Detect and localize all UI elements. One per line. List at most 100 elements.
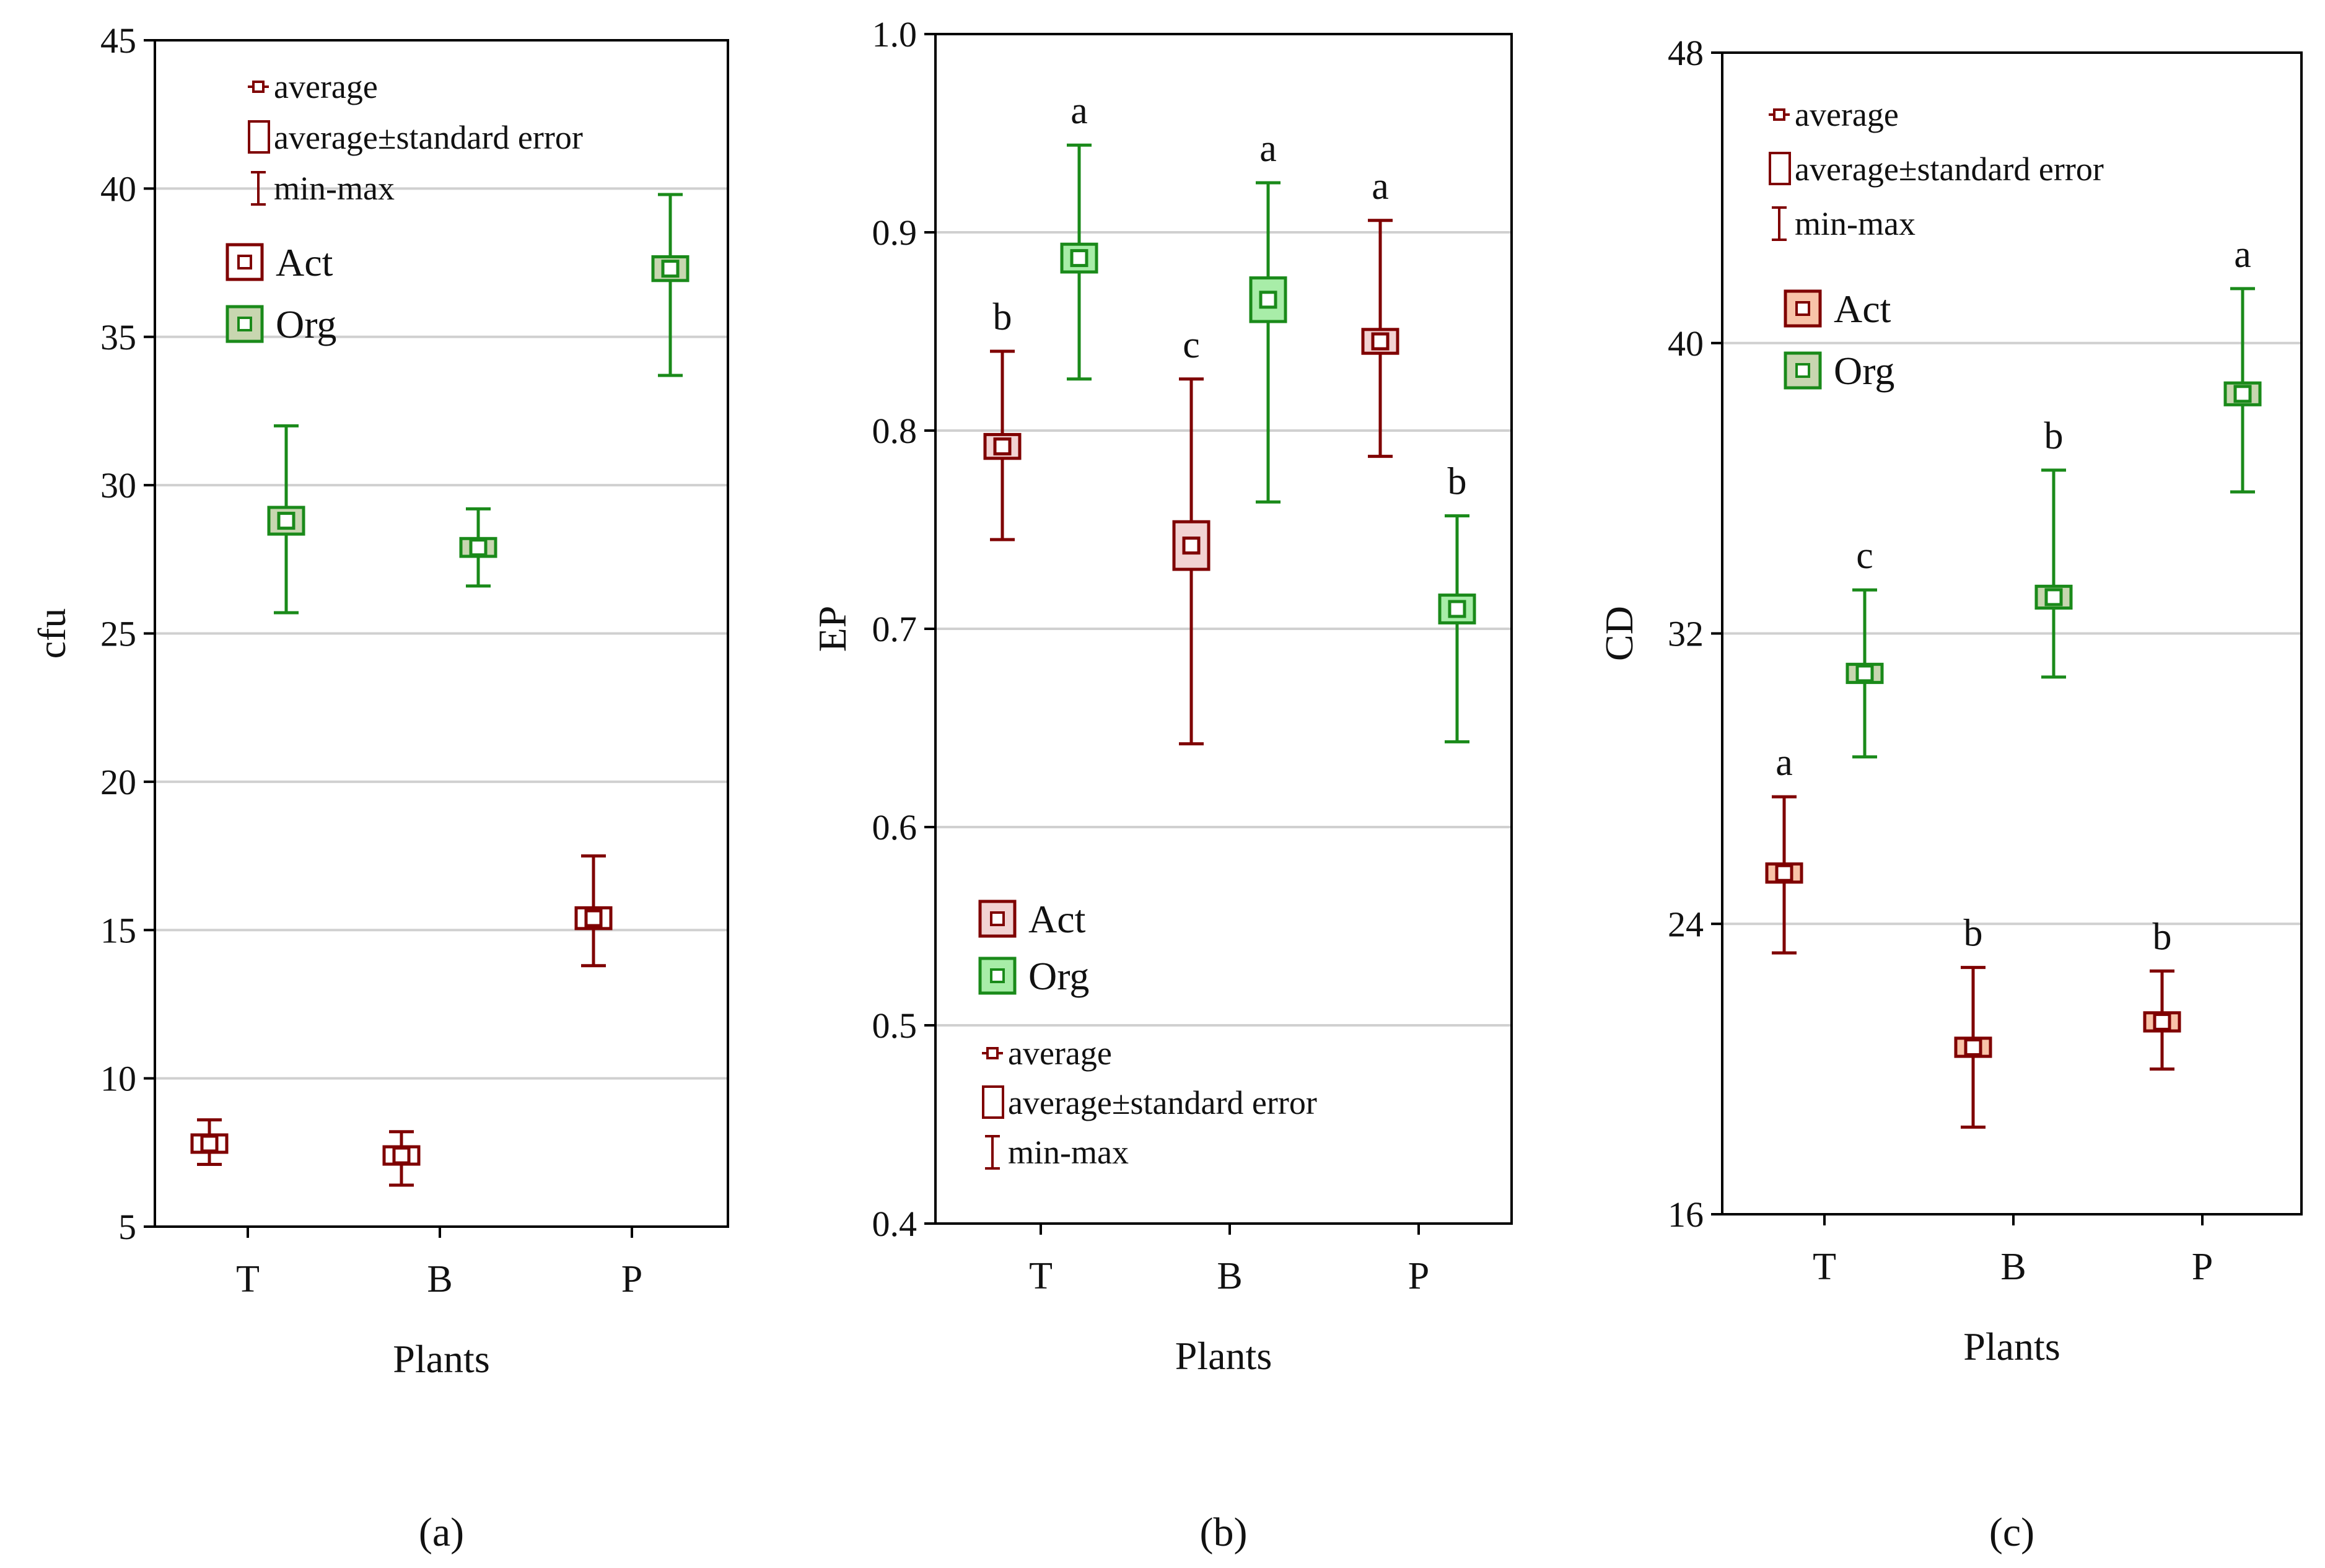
stats-legend: average average±standard error min-max <box>982 1035 1317 1171</box>
y-tick-label: 48 <box>1668 33 1704 73</box>
legend-average-label: average <box>274 68 378 105</box>
mean-marker <box>1448 600 1466 618</box>
significance-letter: b <box>993 296 1012 338</box>
legend-se-label: average±standard error <box>1008 1084 1317 1121</box>
legend-org-swatch <box>225 305 264 343</box>
significance-letter: a <box>2234 234 2251 276</box>
se-box <box>1249 276 1287 323</box>
panel-label: (a) <box>419 1510 464 1555</box>
legend-act-swatch-center <box>1795 301 1810 316</box>
mean-marker <box>584 909 603 927</box>
x-tick-label: T <box>236 1258 260 1300</box>
legend-minmax-label: min-max <box>1795 205 1916 242</box>
act-point-P: b <box>2143 916 2181 1071</box>
legend-act-swatch <box>1784 289 1822 328</box>
org-point-B: a <box>1249 128 1287 504</box>
legend-act-label: Act <box>1028 897 1086 941</box>
y-axis-label: cfu <box>30 608 74 659</box>
legend-act-label: Act <box>276 240 333 284</box>
legend-org-label: Org <box>1028 954 1089 998</box>
legend-se-label: average±standard error <box>274 119 583 156</box>
mean-marker <box>392 1146 411 1165</box>
significance-letter: a <box>1372 165 1389 208</box>
mean-marker <box>200 1134 219 1153</box>
act-point-B: c <box>1172 324 1211 746</box>
x-tick-label: P <box>621 1258 642 1300</box>
significance-letter: c <box>1183 324 1200 366</box>
x-axis-label: Plants <box>1963 1325 2060 1369</box>
org-point-B <box>459 507 497 588</box>
significance-letter: b <box>2153 916 2172 958</box>
org-point-B: b <box>2034 415 2073 679</box>
y-tick-label: 0.5 <box>872 1005 917 1046</box>
stats-legend: average average±standard error min-max <box>248 68 583 207</box>
x-tick-label: P <box>1408 1255 1429 1297</box>
mean-marker <box>2153 1012 2171 1031</box>
x-tick-label: P <box>2192 1246 2213 1288</box>
y-tick-label: 1.0 <box>872 14 917 55</box>
x-tick-label: B <box>2000 1246 2026 1288</box>
significance-letter: b <box>2044 415 2064 457</box>
significance-letter: a <box>1259 128 1277 170</box>
org-point-T: c <box>1846 535 1884 759</box>
mean-marker <box>1070 249 1088 268</box>
significance-letter: c <box>1856 535 1873 577</box>
y-tick-label: 16 <box>1668 1194 1704 1235</box>
mean-marker <box>1182 537 1201 555</box>
org-point-P <box>651 193 690 377</box>
legend-org-label: Org <box>276 302 336 346</box>
y-tick-label: 32 <box>1668 614 1704 654</box>
legend-average-icon-box <box>1773 108 1785 121</box>
mean-marker <box>277 512 296 530</box>
legend-org-swatch-center <box>237 317 252 331</box>
y-tick-label: 20 <box>100 762 136 802</box>
panel-label: (b) <box>1200 1510 1248 1555</box>
series-legend: Act Org <box>978 897 1089 998</box>
y-tick-label: 35 <box>100 317 136 357</box>
x-tick-label: T <box>1029 1255 1053 1297</box>
act-point-B: b <box>1954 913 1992 1129</box>
mean-marker <box>993 437 1012 456</box>
series-legend: Act Org <box>225 240 336 346</box>
legend-se-label: average±standard error <box>1795 151 2104 188</box>
significance-letter: a <box>1071 90 1088 132</box>
y-tick-label: 45 <box>100 20 136 61</box>
legend-se-icon <box>982 1085 1004 1119</box>
y-tick-label: 5 <box>118 1207 136 1247</box>
mean-marker <box>1259 291 1277 309</box>
org-point-P: b <box>1438 461 1476 743</box>
significance-letter: b <box>1448 461 1467 503</box>
act-point-P: a <box>1361 165 1399 458</box>
act-point-P <box>574 854 613 968</box>
y-tick-label: 15 <box>100 910 136 950</box>
panel-label: (c) <box>1989 1510 2034 1555</box>
x-tick-label: T <box>1813 1246 1836 1288</box>
y-tick-label: 10 <box>100 1059 136 1099</box>
mean-marker <box>2044 588 2063 607</box>
legend-act-swatch-center <box>237 255 252 269</box>
mean-marker <box>2233 385 2252 403</box>
panel-b-ep: 0.4 0.5 0.6 0.7 0.8 0.9 1.0 T B P Plants EP (b) b c a a a… <box>810 14 1513 1555</box>
significance-letter: a <box>1775 742 1793 784</box>
y-tick-label: 0.9 <box>872 212 917 253</box>
legend-minmax-label: min-max <box>274 170 395 207</box>
legend-se-icon <box>1769 152 1791 185</box>
y-tick-label: 25 <box>100 614 136 654</box>
legend-org-swatch-center <box>990 968 1005 983</box>
stats-legend: average average±standard error min-max <box>1769 96 2104 242</box>
org-point-P: a <box>2223 234 2262 494</box>
mean-marker <box>661 260 680 278</box>
mean-marker <box>1775 864 1793 882</box>
y-tick-label: 40 <box>1668 323 1704 364</box>
legend-act-swatch <box>978 900 1017 938</box>
mean-marker <box>469 538 488 557</box>
se-box <box>1846 662 1884 685</box>
legend-minmax-label: min-max <box>1008 1134 1129 1171</box>
legend-se-icon <box>248 120 270 154</box>
x-tick-label: B <box>1217 1255 1242 1297</box>
y-axis-label: CD <box>1597 606 1641 661</box>
mean-marker <box>1855 664 1874 683</box>
y-tick-label: 30 <box>100 465 136 506</box>
